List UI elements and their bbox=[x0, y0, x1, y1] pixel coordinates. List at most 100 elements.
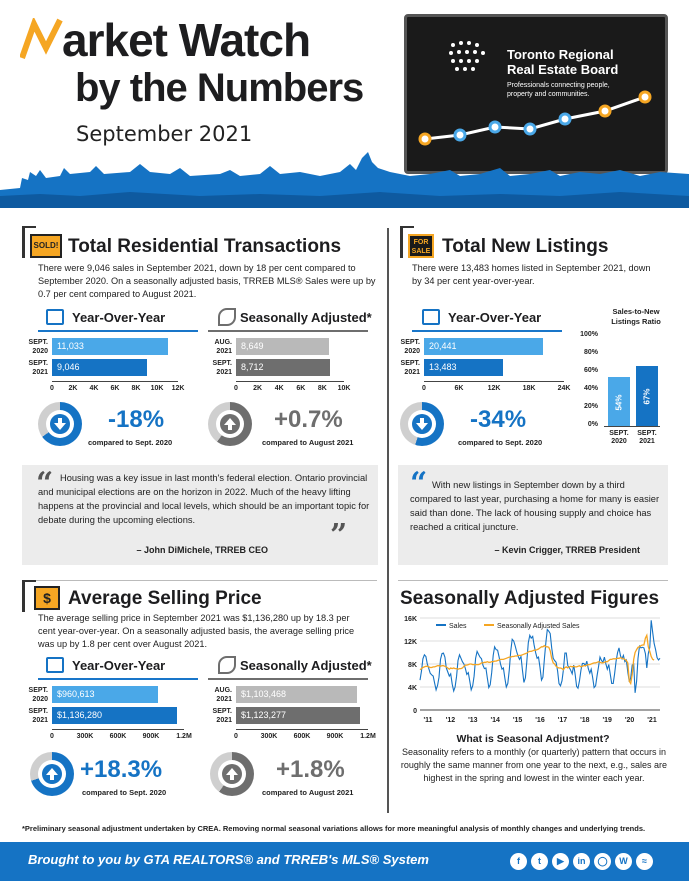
facebook-icon[interactable]: f bbox=[510, 853, 527, 870]
x-tick-label: 6K bbox=[296, 385, 306, 392]
x-tick-label: 1.2M bbox=[360, 733, 376, 740]
bar-row-label-2: 2020 bbox=[404, 348, 420, 355]
x-tick-label: 8K bbox=[317, 385, 327, 392]
bar: 20,441 bbox=[424, 338, 543, 355]
bar-row-label-1: SEPT. bbox=[28, 360, 48, 367]
y-tick-label: 16K bbox=[404, 616, 417, 623]
down-ring bbox=[38, 402, 82, 446]
bar-row-label-1: SEPT. bbox=[400, 339, 420, 346]
bar-row-label: SEPT. 2020 bbox=[390, 338, 420, 356]
x-tick-label: '13 bbox=[468, 717, 478, 724]
sold-sign-icon: SOLD! bbox=[30, 234, 62, 258]
transactions-sa-change: +0.7% bbox=[274, 406, 343, 433]
up-arrow-icon-3 bbox=[222, 764, 242, 784]
y-tick-label: 4K bbox=[408, 685, 417, 692]
youtube-icon[interactable]: ▶ bbox=[552, 853, 569, 870]
transactions-sa-change-sub: compared to August 2021 bbox=[262, 438, 354, 447]
transactions-title: Total Residential Transactions bbox=[68, 236, 342, 257]
bar-row-label-1: SEPT. bbox=[28, 708, 48, 715]
x-tick-label: '18 bbox=[580, 717, 590, 724]
y-tick-label: 8K bbox=[408, 662, 417, 669]
dollar-sign-icon: $ bbox=[34, 586, 60, 610]
bar-row-label: SEPT. 2020 bbox=[18, 686, 48, 704]
snlr-bar-label: SEPT. 2021 bbox=[632, 430, 662, 446]
x-tick-label: 300K bbox=[260, 733, 278, 740]
ceo-quote-text: Housing was a key issue in last month's … bbox=[38, 473, 370, 525]
sign-post-3 bbox=[22, 580, 25, 612]
wifi-icon[interactable]: ≈ bbox=[636, 853, 653, 870]
transactions-yoy-change-sub: compared to Sept. 2020 bbox=[88, 438, 173, 447]
trreb-logo-icon bbox=[449, 41, 485, 71]
bar-row-label-2: 2021 bbox=[32, 369, 48, 376]
social-icons: f t ▶ in ◯ W ≈ bbox=[510, 853, 653, 870]
bar: 8,649 bbox=[236, 338, 329, 355]
close-quote-icon: ” bbox=[330, 518, 348, 553]
price-yoy-change: +18.3% bbox=[80, 756, 163, 783]
x-tick-label: 600K bbox=[109, 733, 127, 740]
x-tick-label: 10K bbox=[150, 385, 164, 392]
x-tick-label: '14 bbox=[490, 717, 500, 724]
down-arrow-icon-2 bbox=[412, 414, 432, 434]
y-tick-label: 0 bbox=[413, 708, 417, 715]
bar-row-label: AUG. 2021 bbox=[202, 338, 233, 356]
twitter-icon[interactable]: t bbox=[531, 853, 548, 870]
price-sa-change: +1.8% bbox=[276, 756, 345, 783]
transactions-sa-heading: Seasonally Adjusted* bbox=[240, 310, 372, 325]
x-tick-label: 1.2M bbox=[176, 733, 192, 740]
y-tick-label: 0% bbox=[587, 421, 598, 428]
x-tick-label: 4K bbox=[274, 385, 284, 392]
bar: 11,033 bbox=[52, 338, 168, 355]
snlr-title: Sales-to-New Listings Ratio bbox=[596, 307, 676, 327]
transactions-yoy-heading: Year-Over-Year bbox=[72, 310, 166, 325]
snlr-bar bbox=[608, 377, 630, 426]
calendar-icon-3 bbox=[46, 657, 64, 673]
x-tick-label: '11 bbox=[423, 717, 432, 724]
linkedin-icon[interactable]: in bbox=[573, 853, 590, 870]
x-tick-label: 18K bbox=[522, 385, 536, 392]
price-sa-change-sub: compared to August 2021 bbox=[262, 788, 354, 797]
bar-row-label-1: SEPT. bbox=[28, 339, 48, 346]
calendar-icon-2 bbox=[422, 309, 440, 325]
bar-row-label: AUG. 2021 bbox=[202, 686, 233, 704]
snlr-bar-value: 54% bbox=[614, 394, 624, 411]
bar-row-label: SEPT. 2021 bbox=[202, 359, 232, 377]
x-tick-label: 2K bbox=[68, 385, 78, 392]
bar: $1,136,280 bbox=[52, 707, 177, 724]
up-ring bbox=[30, 752, 74, 796]
y-tick-label: 60% bbox=[583, 367, 598, 374]
up-arrow-icon-2 bbox=[42, 764, 62, 784]
y-tick-label: 100% bbox=[580, 331, 598, 338]
open-quote-icon-2: “ bbox=[410, 466, 428, 501]
x-tick-label: 0 bbox=[50, 385, 54, 392]
series-line-sa-sales bbox=[419, 633, 655, 686]
listings-yoy-heading: Year-Over-Year bbox=[448, 310, 542, 325]
x-tick-label: 600K bbox=[293, 733, 311, 740]
up-ring-gray bbox=[208, 402, 252, 446]
bar: $1,103,468 bbox=[236, 686, 357, 703]
series-line-sales bbox=[419, 620, 661, 694]
ceo-quote-box bbox=[22, 465, 378, 565]
y-tick-label: 80% bbox=[583, 349, 598, 356]
x-tick-label: 2K bbox=[253, 385, 263, 392]
bar-row-label-1: SEPT. bbox=[400, 360, 420, 367]
heading-rule-3 bbox=[412, 330, 562, 332]
y-tick-label: 40% bbox=[583, 385, 598, 392]
instagram-icon[interactable]: ◯ bbox=[594, 853, 611, 870]
bar: $960,613 bbox=[52, 686, 158, 703]
up-arrow-icon bbox=[220, 414, 240, 434]
up-ring-gray-2 bbox=[210, 752, 254, 796]
x-axis bbox=[236, 729, 368, 730]
transactions-yoy-change: -18% bbox=[108, 406, 165, 433]
wordpress-icon[interactable]: W bbox=[615, 853, 632, 870]
president-quote-text: With new listings in September down by a… bbox=[410, 480, 660, 532]
bar-row-label-1: SEPT. bbox=[212, 708, 232, 715]
org-tag-line2: property and communities. bbox=[507, 91, 590, 98]
bar-row-label-1: SEPT. bbox=[212, 360, 232, 367]
for-sale-line2: SALE bbox=[411, 248, 431, 255]
seasonal-title: Seasonally Adjusted Figures bbox=[400, 588, 660, 609]
section-divider-left bbox=[22, 580, 377, 581]
x-tick-label: 900K bbox=[142, 733, 160, 740]
bar-row-label: SEPT. 2021 bbox=[390, 359, 420, 377]
x-tick-label: '15 bbox=[513, 717, 523, 724]
snlr-bar-label-1: SEPT. bbox=[637, 430, 657, 437]
